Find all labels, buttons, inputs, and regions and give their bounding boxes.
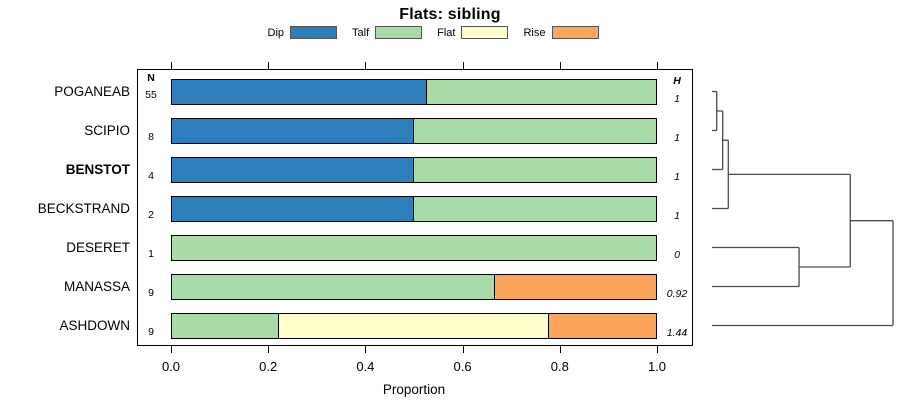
bar-row-manassa bbox=[171, 273, 657, 300]
h-value: 0 bbox=[674, 249, 680, 261]
bar-segment-dip bbox=[172, 196, 414, 221]
bar-segment-dip bbox=[172, 157, 414, 182]
x-tick-label: 0.4 bbox=[356, 359, 375, 374]
legend-item-dip: Dip bbox=[268, 26, 338, 39]
y-label-manassa: MANASSA bbox=[63, 278, 130, 294]
bar-row-benstot bbox=[171, 156, 657, 183]
x-tick-top bbox=[171, 62, 172, 69]
h-value: 1.44 bbox=[666, 327, 688, 339]
y-label-beckstrand: BECKSTRAND bbox=[37, 200, 130, 216]
x-tick-top bbox=[268, 62, 270, 69]
n-column-header: N bbox=[147, 71, 155, 84]
bar-segment-rise bbox=[548, 313, 656, 338]
n-value: 2 bbox=[148, 209, 154, 221]
legend-item-talf: Talf bbox=[352, 26, 423, 39]
legend-label: Talf bbox=[352, 26, 370, 39]
x-tick-top bbox=[559, 62, 561, 69]
n-value: 8 bbox=[148, 131, 154, 143]
bar-segment-talf bbox=[172, 235, 656, 260]
n-value: 55 bbox=[145, 89, 157, 101]
legend-swatch-dip bbox=[290, 26, 338, 39]
x-tick-label: 0.8 bbox=[550, 359, 569, 374]
y-label-poganeab: POGANEAB bbox=[54, 83, 130, 99]
y-label-ashdown: ASHDOWN bbox=[59, 317, 131, 333]
x-tick-top bbox=[462, 62, 464, 69]
h-value: 1 bbox=[674, 93, 680, 105]
legend-label: Rise bbox=[523, 26, 546, 39]
bar-segment-talf bbox=[172, 313, 280, 338]
x-tick-label: 1.0 bbox=[647, 359, 667, 374]
bar-segment-rise bbox=[494, 274, 656, 299]
bar-segment-talf bbox=[427, 79, 656, 104]
legend-swatch-flat bbox=[461, 26, 509, 39]
legend-label: Flat bbox=[437, 26, 456, 39]
h-value: 0.92 bbox=[666, 288, 688, 300]
x-tick-bottom bbox=[559, 346, 561, 353]
legend-swatch-rise bbox=[551, 26, 599, 39]
x-tick-bottom bbox=[462, 346, 464, 353]
legend-label: Dip bbox=[267, 26, 285, 39]
y-label-deseret: DESERET bbox=[66, 239, 130, 255]
bar-segment-talf bbox=[414, 157, 656, 182]
y-label-scipio: SCIPIO bbox=[84, 122, 130, 138]
n-value: 1 bbox=[148, 248, 154, 260]
legend-item-rise: Rise bbox=[523, 26, 599, 39]
y-label-benstot: BENSTOT bbox=[65, 161, 130, 177]
bar-row-ashdown bbox=[171, 312, 657, 339]
bar-segment-dip bbox=[172, 79, 428, 104]
legend-swatch-talf bbox=[375, 26, 423, 39]
h-value: 1 bbox=[674, 171, 680, 183]
n-value: 4 bbox=[148, 170, 154, 182]
x-axis-title: Proportion bbox=[382, 382, 446, 397]
h-column-header: H bbox=[673, 74, 681, 87]
legend: Dip Talf Flat Rise bbox=[0, 26, 866, 39]
x-tick-bottom bbox=[268, 346, 270, 353]
x-tick-label: 0.6 bbox=[453, 359, 472, 374]
x-tick-bottom bbox=[171, 346, 172, 353]
bar-segment-flat bbox=[279, 313, 549, 338]
x-tick-top bbox=[657, 62, 658, 69]
x-tick-bottom bbox=[657, 346, 658, 353]
bar-row-scipio bbox=[171, 117, 657, 144]
bar-segment-talf bbox=[414, 196, 656, 221]
x-tick-label: 0.0 bbox=[161, 359, 181, 374]
n-value: 9 bbox=[148, 287, 154, 299]
x-tick-top bbox=[365, 62, 367, 69]
h-value: 1 bbox=[674, 210, 680, 222]
n-value: 9 bbox=[148, 326, 154, 338]
plot-box bbox=[137, 69, 693, 346]
x-tick-label: 0.2 bbox=[259, 359, 278, 374]
bar-row-deseret bbox=[171, 234, 657, 261]
bar-row-poganeab bbox=[171, 78, 657, 105]
chart-title: Flats: sibling bbox=[399, 6, 501, 23]
bar-segment-talf bbox=[414, 118, 656, 143]
bar-row-beckstrand bbox=[171, 195, 657, 222]
h-value: 1 bbox=[674, 132, 680, 144]
bar-segment-dip bbox=[172, 118, 414, 143]
bar-segment-talf bbox=[172, 274, 495, 299]
x-tick-bottom bbox=[365, 346, 367, 353]
legend-item-flat: Flat bbox=[437, 26, 509, 39]
